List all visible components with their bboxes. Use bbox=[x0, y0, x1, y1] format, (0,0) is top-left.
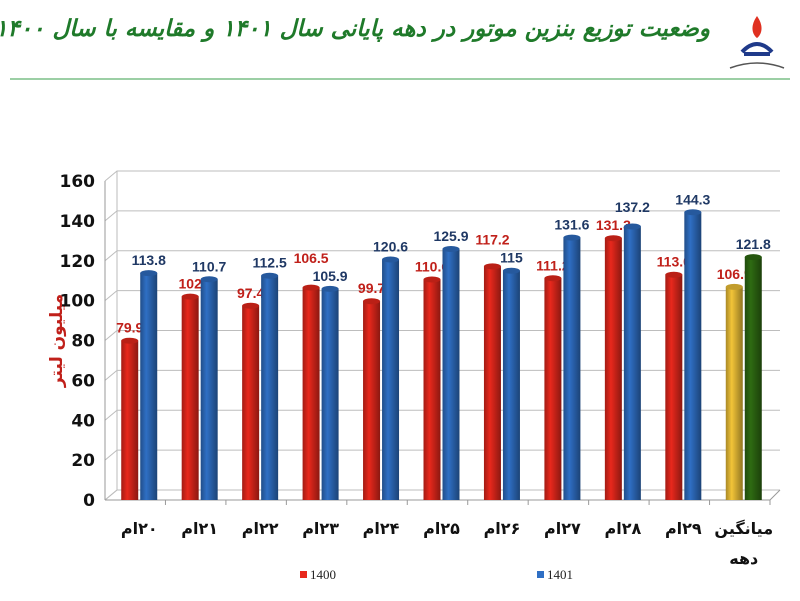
x-tick-label: میانگین bbox=[714, 519, 773, 538]
data-label: 113.0 bbox=[657, 254, 691, 270]
x-tick-label: ۲۱ام bbox=[181, 519, 218, 538]
bar-cap bbox=[181, 293, 199, 300]
bar-1400-2 bbox=[242, 305, 260, 500]
bar-1401-7 bbox=[563, 237, 581, 500]
data-label: 110.6 bbox=[415, 258, 449, 274]
bar-1401-4 bbox=[382, 259, 400, 500]
bar-1400-10 bbox=[725, 286, 743, 500]
bar-cap bbox=[563, 234, 581, 241]
bar-cap bbox=[442, 245, 460, 252]
data-label: 79.9 bbox=[116, 320, 143, 336]
bar-1401-6 bbox=[502, 270, 520, 500]
bar-1400-1 bbox=[181, 296, 199, 500]
bar-cap bbox=[140, 270, 158, 277]
data-label: 111.2 bbox=[536, 257, 570, 273]
data-label: 97.4 bbox=[237, 285, 264, 301]
data-label: 144.3 bbox=[675, 191, 710, 207]
x-tick-label: ۲۹ام bbox=[665, 519, 702, 538]
x-tick-label: ۲۰ام bbox=[121, 519, 158, 538]
bar-1400-7 bbox=[544, 278, 562, 500]
y-tick-label: 60 bbox=[71, 371, 95, 391]
bar-cap bbox=[321, 285, 339, 292]
data-label: 115 bbox=[500, 250, 523, 266]
data-label: 121.8 bbox=[736, 236, 771, 252]
x-tick-label: ۲۳ام bbox=[302, 519, 339, 538]
bar-1401-8 bbox=[623, 226, 641, 500]
bar-1401-2 bbox=[261, 275, 279, 500]
bar-1401-10 bbox=[744, 257, 762, 500]
legend-label: 1400 bbox=[310, 567, 336, 582]
data-label: 106.9 bbox=[717, 266, 752, 282]
bar-1401-5 bbox=[442, 248, 460, 500]
x-tick-label: ۲۵ام bbox=[423, 519, 460, 538]
bar-1400-8 bbox=[604, 238, 622, 500]
bar-1400-3 bbox=[302, 287, 320, 500]
legend-label: 1401 bbox=[547, 567, 573, 582]
x-tick-label: ۲۶ام bbox=[484, 519, 521, 538]
bar-cap bbox=[121, 337, 139, 344]
legend-swatch bbox=[300, 571, 307, 578]
data-label: 106.5 bbox=[294, 250, 329, 266]
y-axis-label: میلیون لیتر bbox=[47, 294, 67, 388]
gridline bbox=[104, 250, 780, 262]
x-tick-label: ۲۲ام bbox=[242, 519, 279, 538]
bar-cap bbox=[665, 271, 683, 278]
company-logo bbox=[729, 16, 785, 69]
bar-cap bbox=[200, 276, 218, 283]
bar-1400-5 bbox=[423, 279, 441, 500]
data-label: 125.9 bbox=[433, 228, 468, 244]
bar-cap bbox=[744, 254, 762, 261]
bar-cap bbox=[483, 263, 501, 270]
y-tick-label: 100 bbox=[60, 292, 96, 312]
data-label: 110.7 bbox=[192, 258, 226, 274]
bar-1400-4 bbox=[363, 301, 381, 500]
data-label: 99.7 bbox=[358, 280, 385, 296]
data-label: 105.9 bbox=[313, 268, 348, 284]
data-label: 102 bbox=[179, 276, 203, 292]
bar-cap bbox=[623, 223, 641, 230]
x-tick-label: ۲۴ام bbox=[363, 519, 400, 538]
bar-cap bbox=[725, 283, 743, 290]
data-label: 120.6 bbox=[373, 239, 408, 255]
data-label: 113.8 bbox=[132, 252, 166, 268]
y-tick-label: 120 bbox=[60, 252, 96, 272]
y-tick-label: 80 bbox=[71, 332, 95, 352]
bar-cap bbox=[544, 275, 562, 282]
data-label: 112.5 bbox=[253, 255, 287, 271]
bar-1400-9 bbox=[665, 274, 683, 500]
bar-cap bbox=[302, 284, 320, 291]
bar-cap bbox=[684, 209, 702, 216]
bar-cap bbox=[604, 235, 622, 242]
bar-1400-0 bbox=[121, 340, 139, 500]
bar-cap bbox=[242, 302, 260, 309]
gridline bbox=[104, 210, 780, 222]
y-tick-label: 140 bbox=[60, 212, 96, 232]
legend-swatch bbox=[537, 571, 544, 578]
bar-cap bbox=[423, 276, 441, 283]
y-tick-label: 20 bbox=[71, 451, 95, 471]
y-tick-label: 40 bbox=[71, 411, 95, 431]
x-tick-label: ۲۸ام bbox=[604, 519, 641, 538]
y-tick-label: 0 bbox=[83, 491, 95, 511]
page-title: وضعیت توزیع بنزین موتور در دهه پایانی سا… bbox=[0, 16, 710, 42]
bar-1401-3 bbox=[321, 288, 339, 500]
bar-cap bbox=[363, 298, 381, 305]
bar-cap bbox=[382, 256, 400, 263]
data-label: 137.2 bbox=[615, 199, 650, 215]
title-underline bbox=[10, 78, 790, 80]
x-tick-label: ۲۷ام bbox=[544, 519, 581, 538]
y-tick-label: 160 bbox=[60, 172, 96, 192]
bar-cap bbox=[502, 267, 520, 274]
data-label: 117.2 bbox=[475, 232, 509, 248]
bar-1401-1 bbox=[200, 279, 218, 500]
gridline bbox=[104, 170, 780, 182]
x-tick-label: دهه bbox=[729, 549, 758, 568]
bar-1400-6 bbox=[483, 266, 501, 500]
bar-cap bbox=[261, 272, 279, 279]
data-label: 131.3 bbox=[596, 217, 631, 233]
bar-1401-9 bbox=[684, 212, 702, 500]
data-label: 131.6 bbox=[554, 217, 589, 233]
bar-1401-0 bbox=[140, 273, 158, 500]
